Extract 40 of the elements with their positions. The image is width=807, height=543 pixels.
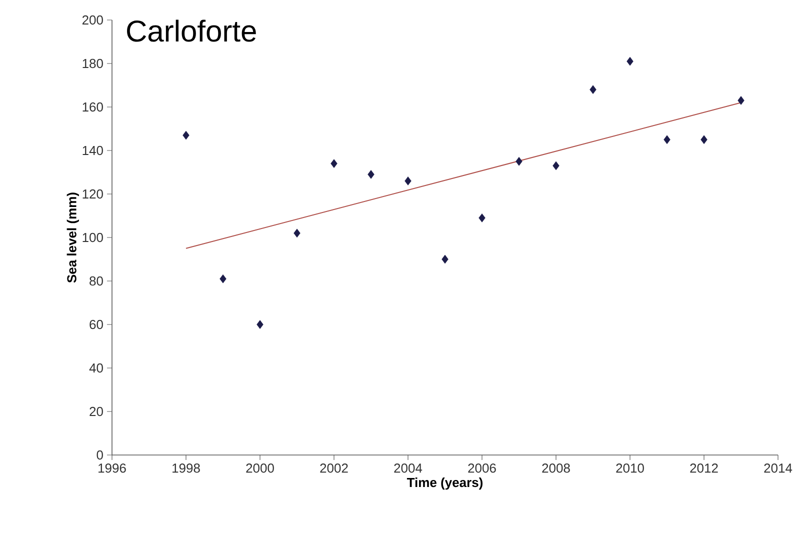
y-tick-label: 80	[90, 276, 103, 286]
x-axis-title: Time (years)	[406, 478, 483, 490]
x-tick-label: 1996	[98, 464, 126, 473]
y-tick-label: 20	[90, 406, 103, 416]
point	[700, 135, 708, 144]
x-tick-label: 2004	[394, 464, 422, 473]
y-tick-label: 140	[82, 146, 103, 156]
point	[368, 170, 374, 179]
x-tick-label: 2014	[764, 464, 792, 473]
y-axis-title: Sea level (mm)	[66, 192, 79, 283]
point	[738, 96, 744, 105]
y-tick-label: 200	[82, 15, 103, 25]
point	[330, 159, 338, 168]
y-tick-label: 160	[82, 102, 103, 112]
chart-title: Carloforte	[127, 20, 256, 42]
point	[664, 135, 670, 144]
y-tick-label: 100	[82, 232, 103, 242]
y-tick-label: 40	[89, 363, 103, 373]
y-tick-label: 180	[82, 58, 103, 68]
point	[220, 274, 226, 284]
point	[626, 56, 634, 66]
x-tick-label: 2000	[246, 464, 274, 473]
point	[442, 254, 448, 264]
x-tick-label: 2012	[690, 464, 718, 473]
point	[478, 214, 486, 222]
point	[256, 320, 264, 329]
x-tick-label: 2002	[320, 464, 348, 473]
x-tick-label: 2006	[468, 464, 496, 473]
point	[294, 228, 300, 238]
point	[516, 156, 522, 166]
y-tick-label: 0	[96, 450, 103, 460]
point	[590, 85, 596, 94]
y-tick-label: 60	[90, 320, 103, 330]
y-tick-label: 120	[82, 189, 103, 199]
point	[182, 130, 190, 140]
x-tick-label: 2010	[616, 464, 644, 473]
x-tick-label: 1998	[172, 464, 200, 473]
point	[552, 161, 560, 170]
point	[404, 176, 412, 186]
x-tick-label: 2008	[542, 464, 570, 473]
